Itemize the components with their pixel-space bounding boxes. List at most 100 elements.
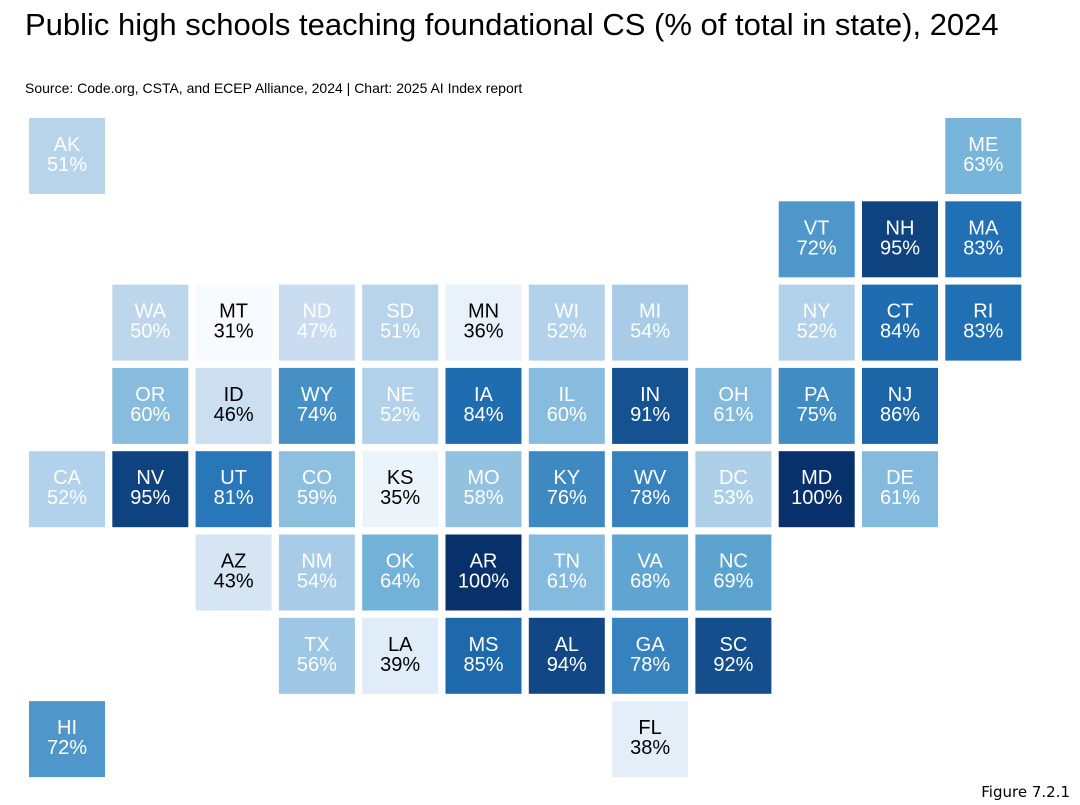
state-value-md: 100% bbox=[791, 487, 842, 509]
state-value-ky: 76% bbox=[547, 487, 587, 509]
state-value-la: 39% bbox=[380, 654, 420, 676]
state-code-nj: NJ bbox=[888, 384, 912, 406]
state-code-de: DE bbox=[886, 467, 914, 489]
state-tile-rect-nd bbox=[278, 284, 355, 361]
state-tile-rect-sd bbox=[362, 284, 439, 361]
state-code-in: IN bbox=[640, 384, 660, 406]
state-tile-rect-al bbox=[528, 617, 605, 694]
state-tile-rect-ca bbox=[29, 451, 105, 528]
state-tile-rect-mi bbox=[612, 284, 689, 361]
state-tile-rect-mn bbox=[445, 284, 522, 361]
state-code-pa: PA bbox=[804, 384, 830, 406]
state-tile-rect-wy bbox=[278, 367, 355, 444]
state-tile-rect-ks bbox=[362, 451, 439, 528]
state-value-in: 91% bbox=[630, 404, 670, 426]
state-tile-rect-md bbox=[778, 451, 855, 528]
state-code-md: MD bbox=[801, 467, 832, 489]
state-tile-rect-il bbox=[528, 367, 605, 444]
state-value-hi: 72% bbox=[47, 737, 87, 759]
state-value-al: 94% bbox=[547, 654, 587, 676]
state-code-ne: NE bbox=[386, 384, 414, 406]
state-code-tn: TN bbox=[553, 551, 580, 573]
state-tile-rect-ri bbox=[945, 284, 1022, 361]
state-code-ia: IA bbox=[474, 384, 494, 406]
state-tile-rect-az bbox=[195, 534, 272, 611]
state-value-id: 46% bbox=[214, 404, 254, 426]
state-value-de: 61% bbox=[880, 487, 920, 509]
state-value-nm: 54% bbox=[297, 571, 337, 593]
state-tile-rect-ne bbox=[362, 367, 439, 444]
state-code-id: ID bbox=[224, 384, 244, 406]
state-tile-rect-va bbox=[612, 534, 689, 611]
state-value-ut: 81% bbox=[214, 487, 254, 509]
state-tile-rect-id bbox=[195, 367, 272, 444]
state-tile-rect-ma bbox=[945, 201, 1022, 278]
chart-source: Source: Code.org, CSTA, and ECEP Allianc… bbox=[25, 80, 523, 96]
state-value-ma: 83% bbox=[963, 237, 1003, 259]
state-value-ak: 51% bbox=[47, 154, 87, 176]
state-code-az: AZ bbox=[221, 551, 247, 573]
state-code-ca: CA bbox=[53, 467, 81, 489]
state-value-az: 43% bbox=[214, 571, 254, 593]
state-code-sd: SD bbox=[386, 301, 414, 323]
state-value-ar: 100% bbox=[458, 571, 509, 593]
state-value-ny: 52% bbox=[797, 321, 837, 343]
state-code-ks: KS bbox=[387, 467, 414, 489]
state-value-dc: 53% bbox=[713, 487, 753, 509]
state-value-ri: 83% bbox=[963, 321, 1003, 343]
state-tile-rect-ky bbox=[528, 451, 605, 528]
state-tile-rect-nm bbox=[278, 534, 355, 611]
state-code-al: AL bbox=[555, 634, 579, 656]
state-tile-rect-co bbox=[278, 451, 355, 528]
state-value-nv: 95% bbox=[130, 487, 170, 509]
state-code-il: IL bbox=[558, 384, 575, 406]
state-value-vt: 72% bbox=[797, 237, 837, 259]
state-code-ut: UT bbox=[220, 467, 247, 489]
state-tile-rect-ok bbox=[362, 534, 439, 611]
state-value-wi: 52% bbox=[547, 321, 587, 343]
state-code-va: VA bbox=[637, 551, 663, 573]
state-code-nd: ND bbox=[302, 301, 331, 323]
state-value-mo: 58% bbox=[463, 487, 503, 509]
state-value-nj: 86% bbox=[880, 404, 920, 426]
state-value-tx: 56% bbox=[297, 654, 337, 676]
state-value-wa: 50% bbox=[130, 321, 170, 343]
state-code-oh: OH bbox=[718, 384, 748, 406]
state-tile-rect-de bbox=[862, 451, 938, 528]
state-tile-rect-tn bbox=[528, 534, 605, 611]
state-tile-rect-ms bbox=[445, 617, 522, 694]
state-tile-rect-nc bbox=[695, 534, 772, 611]
state-value-tn: 61% bbox=[547, 571, 587, 593]
state-value-ok: 64% bbox=[380, 571, 420, 593]
state-tile-rect-oh bbox=[695, 367, 772, 444]
state-code-nc: NC bbox=[719, 551, 748, 573]
state-tile-rect-nj bbox=[862, 367, 938, 444]
state-value-va: 68% bbox=[630, 571, 670, 593]
state-value-mn: 36% bbox=[463, 321, 503, 343]
state-code-mt: MT bbox=[219, 301, 248, 323]
